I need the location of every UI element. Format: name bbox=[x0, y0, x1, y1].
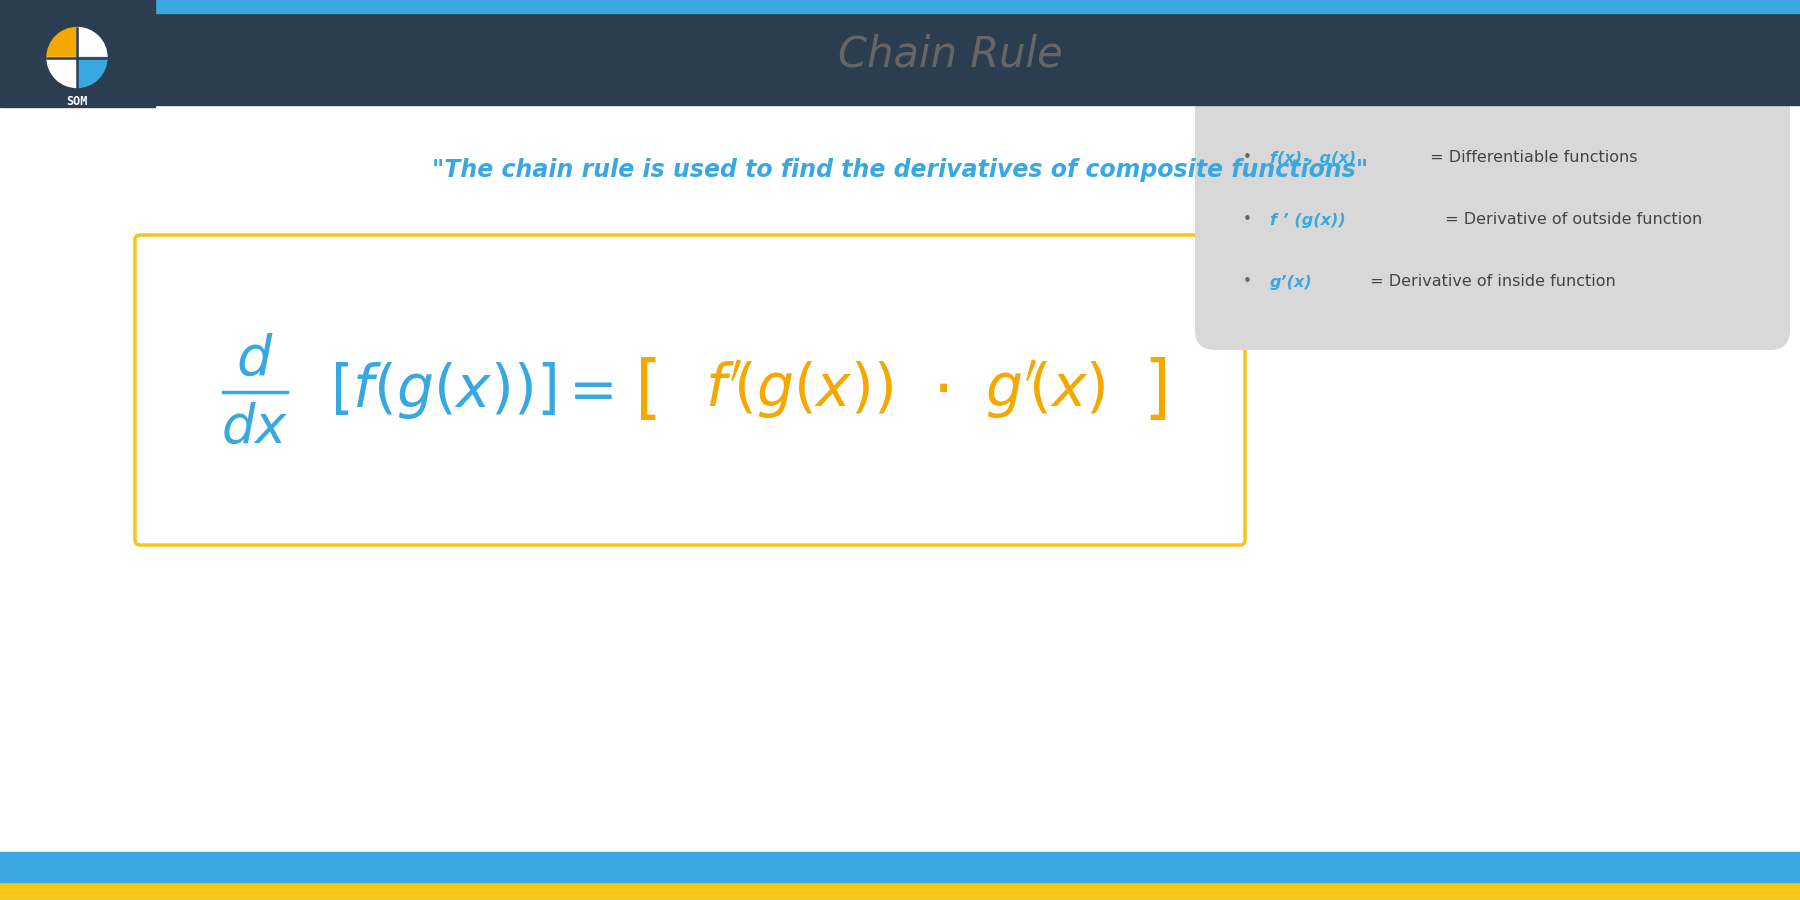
Bar bbox=[0, 0, 1800, 13]
Text: •: • bbox=[1242, 150, 1251, 166]
Wedge shape bbox=[77, 58, 106, 87]
Text: SOM: SOM bbox=[67, 95, 88, 108]
Text: •: • bbox=[1242, 274, 1251, 290]
Text: $\cdot$: $\cdot$ bbox=[932, 357, 949, 423]
Bar bbox=[0, 0, 155, 107]
Text: f(x) , g(x): f(x) , g(x) bbox=[1271, 150, 1355, 166]
Text: = Differentiable functions: = Differentiable functions bbox=[1426, 150, 1638, 166]
Text: g’(x): g’(x) bbox=[1271, 274, 1312, 290]
Bar bbox=[0, 0, 1800, 105]
Bar bbox=[0, 882, 1800, 900]
FancyBboxPatch shape bbox=[1195, 90, 1789, 350]
FancyBboxPatch shape bbox=[135, 235, 1246, 545]
Text: $\mathit{d}$: $\mathit{d}$ bbox=[236, 333, 274, 387]
Text: = Derivative of inside function: = Derivative of inside function bbox=[1364, 274, 1616, 290]
Text: Chain Rule: Chain Rule bbox=[837, 33, 1062, 76]
Text: f ’ (g(x)): f ’ (g(x)) bbox=[1271, 212, 1346, 228]
Text: $\mathit{f'\!(g(x))}$: $\mathit{f'\!(g(x))}$ bbox=[706, 359, 893, 421]
Text: $\mathit{dx}$: $\mathit{dx}$ bbox=[221, 402, 288, 454]
Text: "The chain rule is used to find the derivatives of composite functions": "The chain rule is used to find the deri… bbox=[432, 158, 1368, 182]
Wedge shape bbox=[47, 58, 77, 87]
Text: •: • bbox=[1242, 212, 1251, 228]
Text: = Derivative of outside function: = Derivative of outside function bbox=[1440, 212, 1703, 228]
Wedge shape bbox=[77, 28, 106, 58]
Text: $=$: $=$ bbox=[556, 362, 614, 418]
Text: $]$: $]$ bbox=[1143, 356, 1166, 424]
Wedge shape bbox=[47, 28, 77, 58]
Text: $[$: $[$ bbox=[634, 356, 657, 424]
Text: STORY OF MATHEMATICS: STORY OF MATHEMATICS bbox=[50, 115, 104, 120]
Bar bbox=[0, 852, 1800, 882]
Text: $\mathit{g'\!(x)}$: $\mathit{g'\!(x)}$ bbox=[985, 359, 1105, 421]
Text: $\mathit{[f(g(x))]}$: $\mathit{[f(g(x))]}$ bbox=[329, 359, 556, 420]
